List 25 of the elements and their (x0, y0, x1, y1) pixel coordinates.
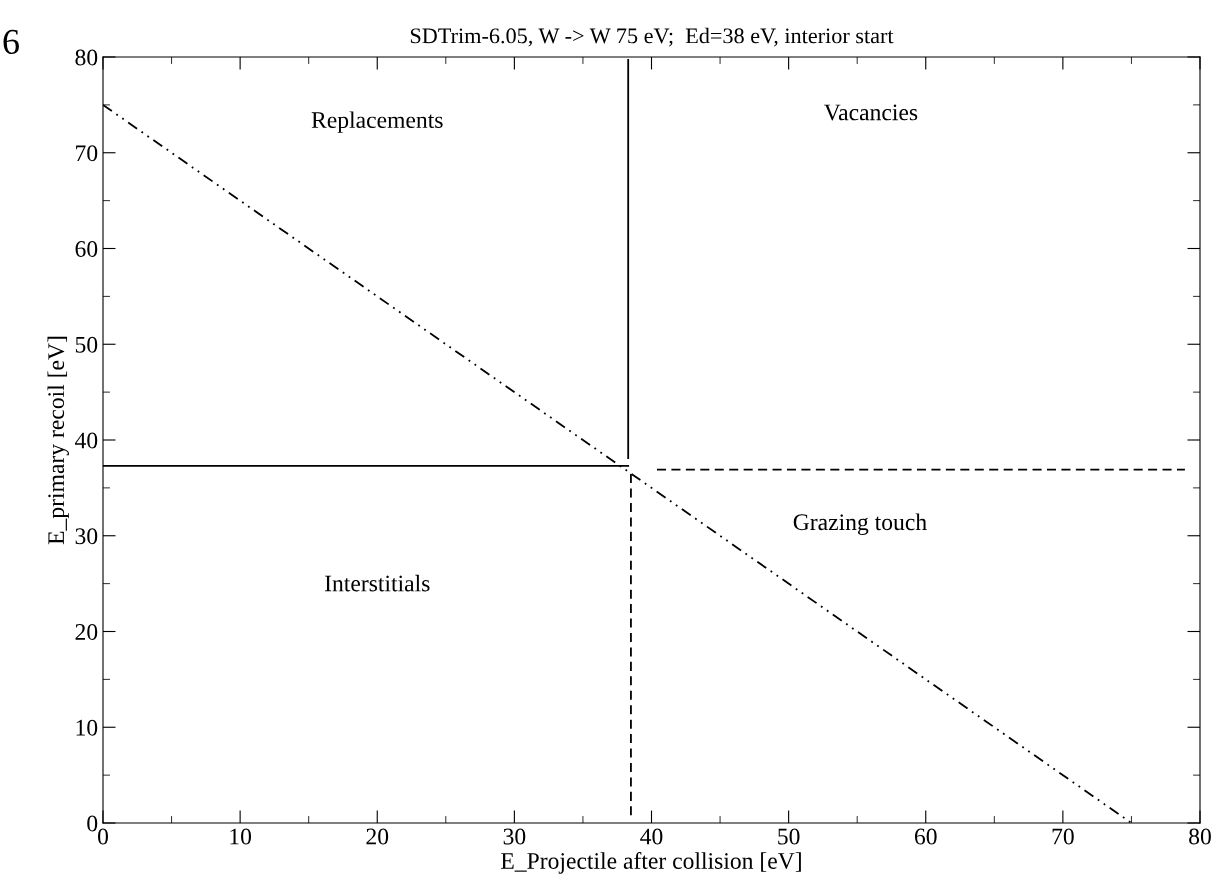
x-tick-label: 30 (503, 828, 526, 845)
x-tick-label: 10 (230, 828, 252, 845)
x-tick-label: 80 (1189, 828, 1211, 845)
x-axis-title: E_Projectile after collision [eV] (501, 852, 801, 874)
y-tick-label: 0 (87, 815, 98, 832)
x-tick-label: 60 (914, 828, 937, 845)
y-tick-label: 70 (76, 145, 98, 162)
annotation: Grazing touch (793, 513, 927, 535)
annotation: Replacements (311, 111, 443, 133)
y-tick-label: 20 (75, 623, 98, 640)
annotation: Vacancies (823, 104, 918, 121)
y-tick-label: 30 (75, 528, 98, 545)
y-tick-label: 80 (75, 49, 98, 66)
x-tick-label: 50 (778, 828, 800, 845)
y-tick-label: 10 (76, 719, 98, 736)
y-axis-title: E_primary recoil [eV] (47, 336, 69, 545)
y-tick-label: 40 (74, 432, 98, 449)
x-tick-label: 20 (366, 828, 389, 845)
chart-title: SDTrim-6.05, W -> W 75 eV; Ed=38 eV, interior start (410, 27, 894, 47)
y-tick-label: 60 (75, 240, 98, 257)
y-tick-label: 50 (75, 336, 98, 353)
text: 6 (3, 29, 19, 55)
annotation: Interstitials (324, 574, 430, 592)
x-tick-label: 40 (640, 828, 663, 845)
x-tick-label: 70 (1052, 828, 1074, 845)
